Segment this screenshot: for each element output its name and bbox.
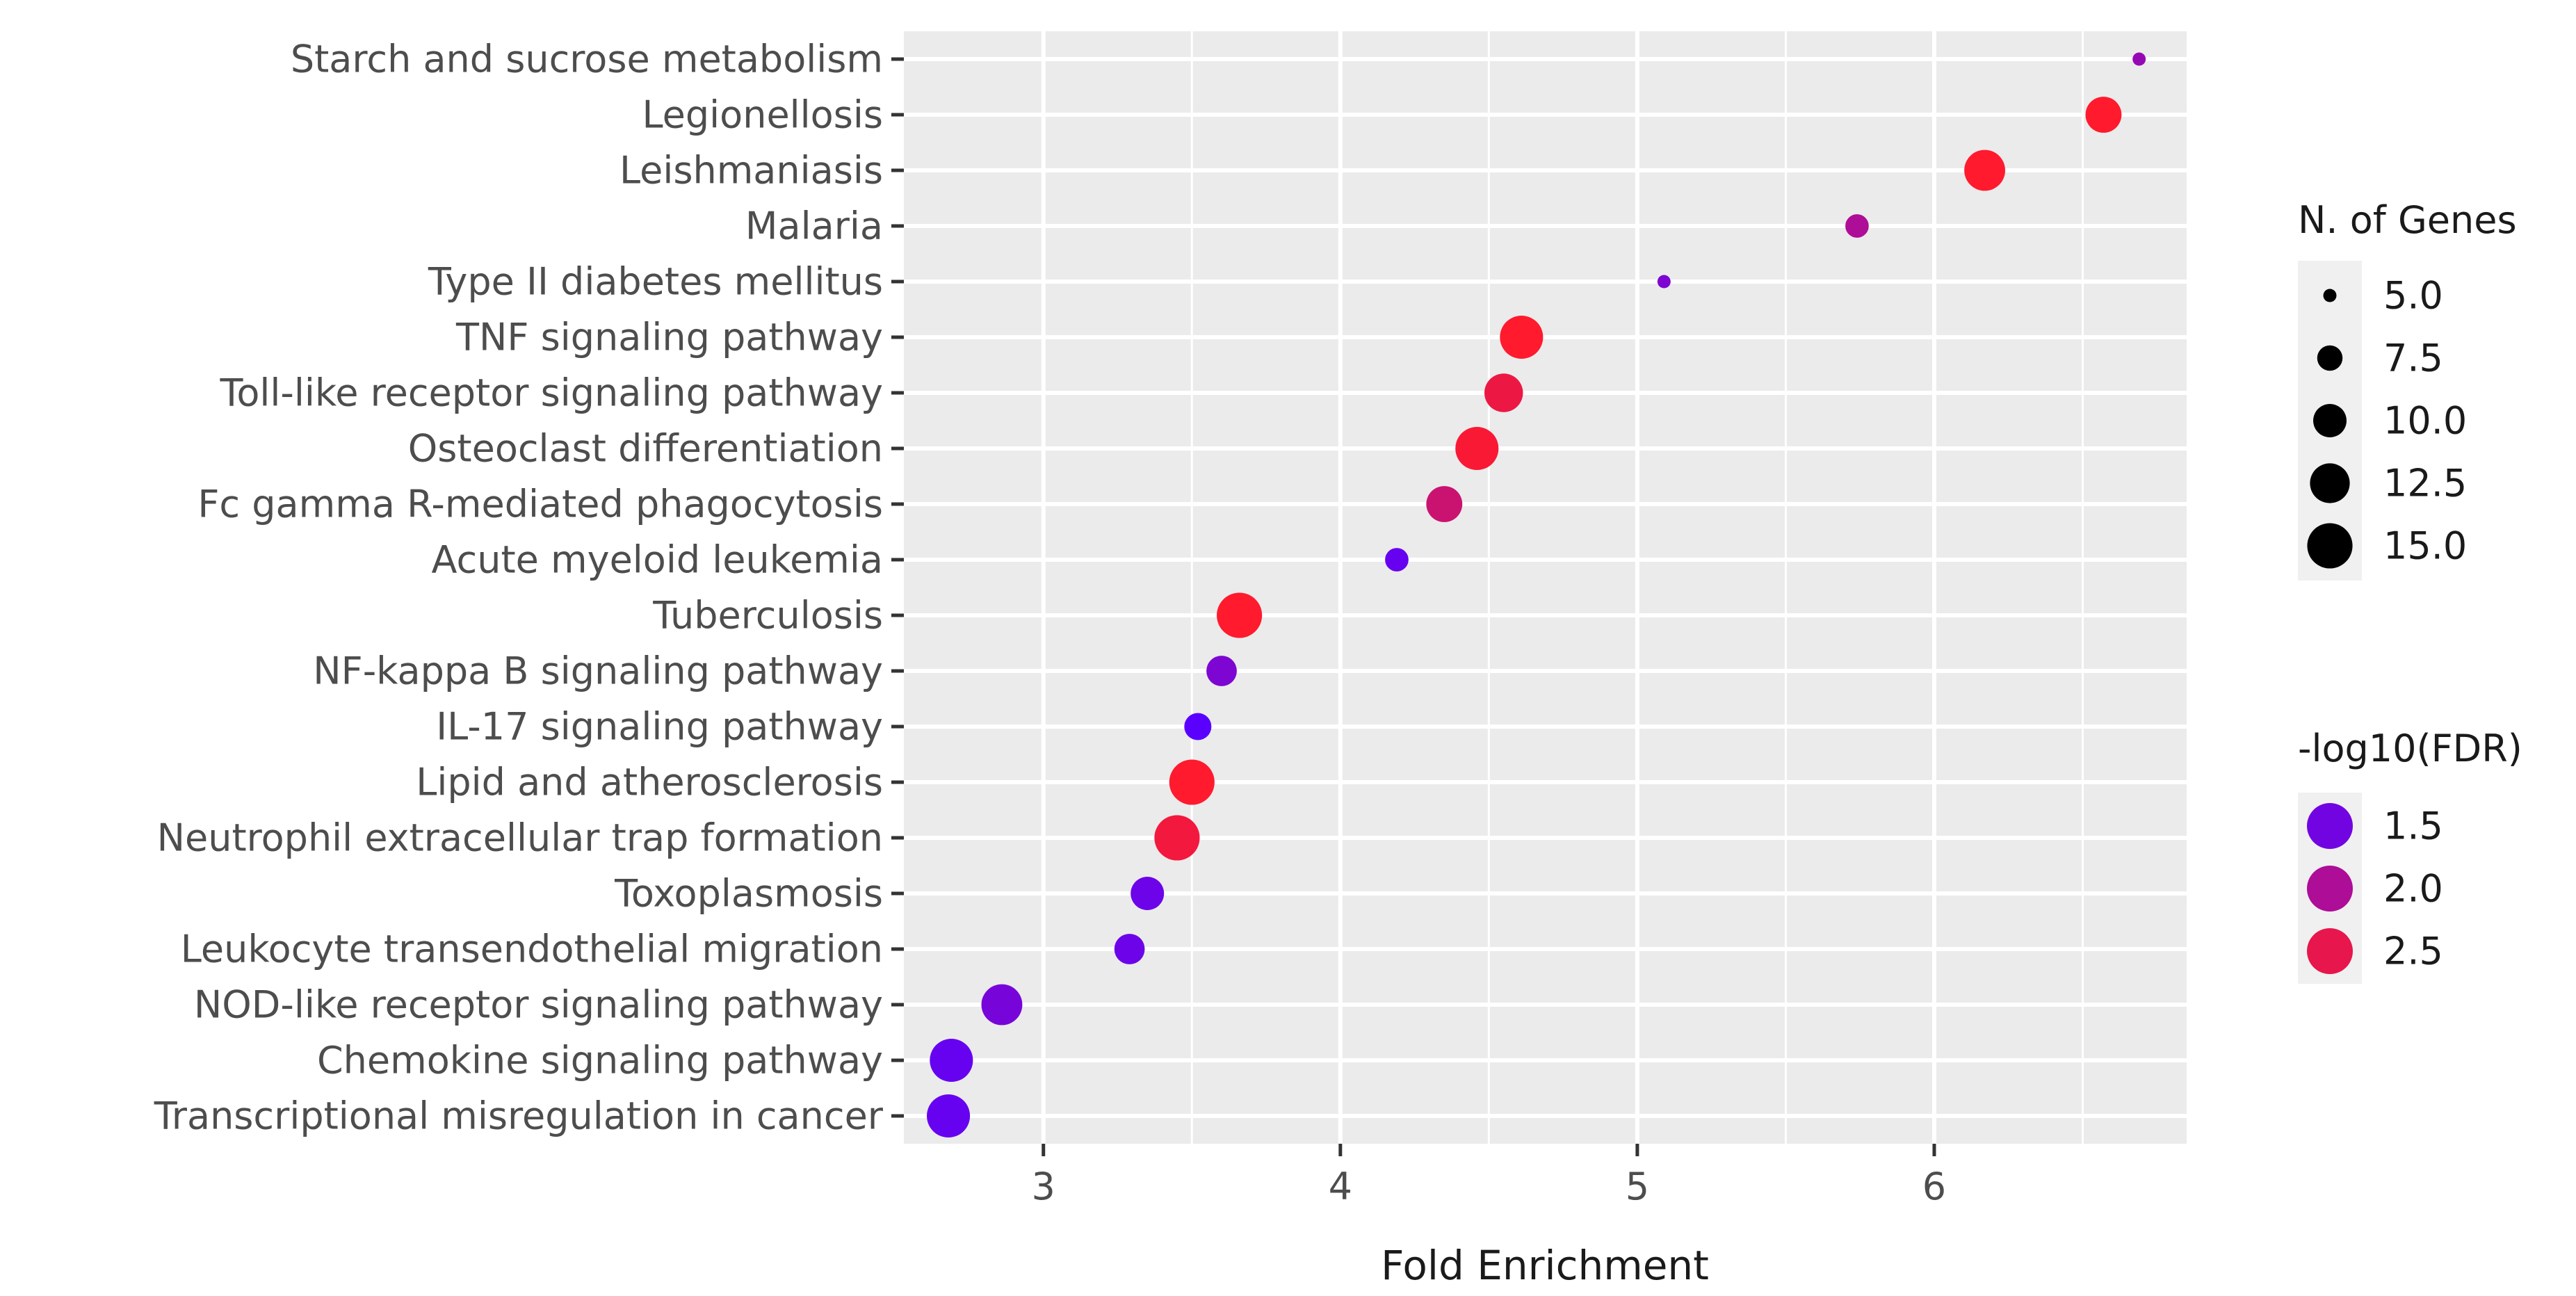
category-label: Toll-like receptor signaling pathway (220, 371, 883, 415)
color-legend-items: 1.5 2.0 2.5 (2307, 803, 2443, 974)
category-label: NOD-like receptor signaling pathway (194, 983, 883, 1027)
category-label: Transcriptional misregulation in cancer (154, 1094, 884, 1138)
size-legend-key (2307, 523, 2353, 569)
category-label: Lipid and atherosclerosis (416, 761, 883, 804)
minor-gridlines (1190, 31, 2084, 1144)
data-point (981, 984, 1023, 1026)
category-label: Leishmaniasis (619, 149, 883, 193)
size-legend-items: 5.0 7.5 10.0 12.5 15.0 (2307, 274, 2467, 569)
size-legend-key (2317, 345, 2343, 371)
color-legend-label: 1.5 (2383, 804, 2443, 848)
size-legend: N. of Genes 5.0 7.5 10.0 12.5 15.0 (2298, 198, 2517, 581)
category-label: IL-17 signaling pathway (436, 705, 883, 749)
color-legend: -log10(FDR) 1.5 2.0 2.5 (2298, 727, 2522, 984)
data-point (1484, 373, 1523, 412)
data-points (927, 52, 2146, 1138)
size-legend-key (2323, 289, 2337, 302)
category-label: Neutrophil extracellular trap formation (157, 816, 883, 860)
category-label: NF-kappa B signaling pathway (313, 649, 883, 693)
data-point (1657, 275, 1671, 289)
category-label: Toxoplasmosis (614, 872, 883, 916)
data-point (1169, 759, 1215, 805)
data-point (927, 1094, 971, 1138)
data-point (1184, 713, 1212, 740)
y-axis: Transcriptional misregulation in cancer C… (154, 38, 904, 1138)
data-point (1206, 656, 1237, 686)
category-label: Legionellosis (642, 93, 883, 137)
x-tick-label: 6 (1922, 1165, 1946, 1208)
size-legend-label: 5.0 (2383, 274, 2443, 318)
color-legend-label: 2.0 (2383, 867, 2443, 911)
category-label: Chemokine signaling pathway (317, 1039, 883, 1083)
data-point (1154, 815, 1200, 861)
data-point (2085, 97, 2122, 133)
category-label: Osteoclast differentiation (408, 427, 883, 471)
category-label: Starch and sucrose metabolism (291, 38, 883, 81)
color-legend-key (2307, 866, 2353, 912)
color-legend-title: -log10(FDR) (2298, 727, 2522, 770)
data-point (1964, 149, 2006, 191)
plot-panel (904, 31, 2187, 1144)
data-point (930, 1038, 973, 1083)
size-legend-label: 7.5 (2383, 337, 2443, 380)
color-legend-key (2307, 803, 2353, 849)
category-label: Fc gamma R-mediated phagocytosis (197, 483, 883, 526)
size-legend-label: 15.0 (2383, 524, 2467, 568)
data-point (1114, 934, 1145, 964)
data-point (1217, 592, 1263, 638)
size-legend-key (2313, 404, 2347, 437)
color-legend-key (2307, 928, 2353, 974)
x-tick-label: 3 (1032, 1165, 1055, 1208)
data-point (1500, 315, 1544, 359)
x-axis-title: Fold Enrichment (1381, 1242, 1709, 1289)
color-legend-label: 2.5 (2383, 930, 2443, 973)
data-point (1131, 877, 1165, 910)
size-legend-label: 10.0 (2383, 399, 2467, 443)
x-tick-label: 4 (1329, 1165, 1352, 1208)
data-point (1385, 548, 1409, 572)
size-legend-title: N. of Genes (2298, 198, 2517, 242)
category-label: Type II diabetes mellitus (428, 260, 883, 304)
category-label: Malaria (745, 204, 883, 248)
category-label: Acute myeloid leukemia (432, 538, 883, 582)
data-point (2132, 52, 2146, 66)
data-point (1845, 214, 1869, 238)
category-label: Tuberculosis (652, 594, 883, 638)
data-point (1455, 426, 1499, 471)
category-label: Leukocyte transendothelial migration (181, 928, 883, 971)
data-point (1426, 486, 1463, 522)
category-label: TNF signaling pathway (455, 316, 883, 359)
size-legend-label: 12.5 (2383, 462, 2467, 505)
size-legend-key (2310, 463, 2350, 503)
x-axis: 3 4 5 6 (1032, 1144, 1946, 1208)
x-tick-label: 5 (1626, 1165, 1649, 1208)
